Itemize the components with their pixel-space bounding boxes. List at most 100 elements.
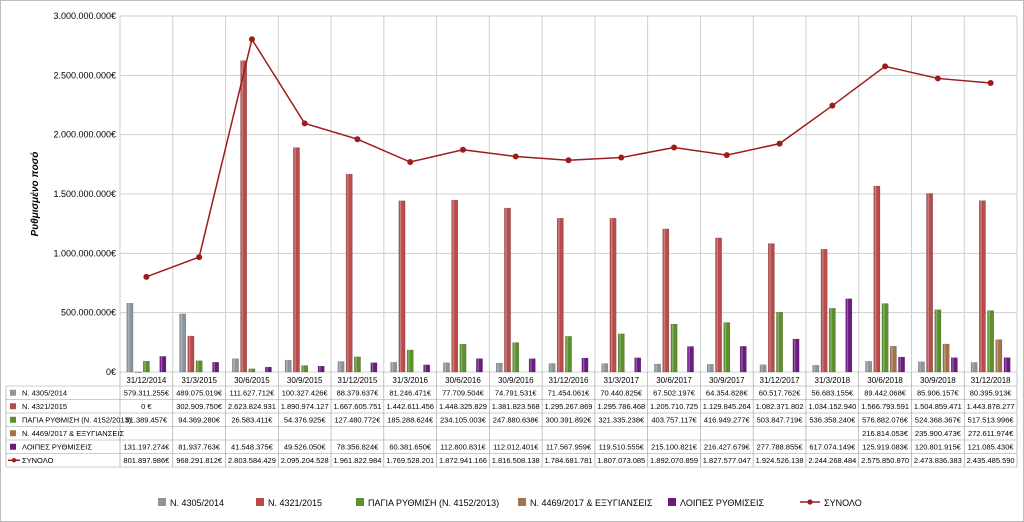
y-tick-label: 0€ [106, 367, 116, 377]
legend-label: Ν. 4305/2014 [170, 498, 224, 508]
bar-highlight [160, 356, 163, 372]
bar [443, 362, 450, 373]
table-cell: 234.105.003€ [440, 416, 487, 425]
table-cell: 78.356.824€ [337, 443, 380, 452]
bar [828, 308, 836, 373]
x-tick-label: 31/12/2017 [760, 376, 801, 385]
total-point [723, 152, 730, 159]
bar [451, 199, 459, 373]
legend: Ν. 4305/2014 Ν. 4321/2015 ΠΑΓΙΑ ΡΥΘΜΙΣΗ (Ν… [158, 498, 862, 508]
table-cell: 77.709.504€ [442, 389, 485, 398]
bar [950, 357, 958, 373]
table-cell: 247.880.638€ [493, 416, 540, 425]
table-cell: 71.454.061€ [548, 389, 591, 398]
bar [934, 309, 942, 373]
bars [126, 60, 1011, 373]
bar [370, 362, 378, 373]
bar [812, 365, 820, 373]
table-cell: 300.391.892€ [546, 416, 593, 425]
bar-highlight [319, 366, 321, 372]
bar-highlight [663, 228, 666, 372]
bar [459, 344, 467, 373]
table-row-label: ΛΟΙΠΕΣ ΡΥΘΜΙΣΕΙΣ [22, 443, 92, 452]
table-cell: 801.897.986€ [123, 456, 170, 465]
bar-highlight [891, 346, 893, 372]
bar-highlight [741, 346, 743, 372]
legend-swatch [256, 498, 264, 506]
bar [495, 362, 503, 373]
bar-highlight [822, 249, 824, 372]
bar [918, 361, 925, 373]
x-tick-label: 30/6/2016 [445, 376, 481, 385]
table-cell: 1.205.710.725 [650, 402, 698, 411]
bar [662, 228, 670, 373]
bar-series-5 [159, 298, 1011, 373]
table-cell: 131.197.274€ [123, 443, 170, 452]
table-cell: 1.381.823.568 [492, 402, 540, 411]
table-cell: 536.358.240€ [809, 416, 856, 425]
bar [134, 371, 142, 373]
bar-series-3 [143, 303, 994, 373]
table-cell: 1.872.941.166 [439, 456, 487, 465]
bar [512, 342, 520, 373]
bar-highlight [944, 344, 946, 372]
table-cell: 1.034.152.940 [808, 402, 856, 411]
total-point [248, 36, 255, 43]
x-tick-label: 30/9/2015 [287, 376, 323, 385]
bar-highlight [952, 357, 954, 372]
table-cell: 1.129.845.264 [703, 402, 751, 411]
bar-highlight [550, 363, 552, 372]
x-tick-label: 31/12/2015 [337, 376, 378, 385]
bar [528, 358, 536, 373]
bar-highlight [249, 368, 252, 372]
table-row-label: ΣΥΝΟΛΟ [22, 456, 54, 465]
table-cell: 1.890.974.127 [281, 402, 329, 411]
table-key-swatch [10, 430, 16, 437]
bar-highlight [347, 174, 349, 372]
bar-highlight [513, 342, 516, 372]
bar-highlight [972, 362, 974, 372]
table-cell: 81.246.471€ [389, 389, 432, 398]
table-cell: 968.291.812€ [176, 456, 223, 465]
bar [354, 356, 361, 373]
bar [715, 237, 722, 373]
bar [317, 365, 325, 373]
bar [159, 356, 167, 373]
bar [881, 303, 889, 373]
table-cell: 2.473.836.383 [914, 456, 962, 465]
table-cell: 2.435.485.590 [967, 456, 1015, 465]
legend-swatch [158, 498, 166, 506]
bar [979, 200, 986, 373]
total-point [459, 146, 466, 153]
y-tick-label: 1.000.000.000€ [53, 248, 116, 258]
bar-highlight [197, 360, 199, 372]
x-tick-label: 30/6/2018 [867, 376, 903, 385]
table-cell: 67.502.197€ [653, 389, 696, 398]
bar [687, 346, 694, 373]
table-key-swatch [10, 416, 16, 423]
bar [556, 218, 564, 373]
bar [293, 147, 300, 373]
x-tick-label: 31/12/2018 [971, 376, 1012, 385]
table-cell: 2.095.204.528 [281, 456, 329, 465]
table-cell: 1.892.070.859 [650, 456, 698, 465]
legend-label: ΣΥΝΟΛΟ [824, 498, 862, 508]
bar [423, 364, 430, 373]
total-point [671, 144, 678, 151]
bar-highlight [477, 358, 479, 372]
table-cell: 617.074.149€ [809, 443, 856, 452]
x-tick-label: 30/6/2015 [234, 376, 270, 385]
y-tick-label: 2.000.000.000€ [53, 130, 116, 140]
bar-highlight [408, 350, 410, 372]
table-cell: 41.548.375€ [231, 443, 274, 452]
table-cell: 119.510.555€ [599, 443, 645, 452]
bar-highlight [672, 324, 674, 372]
bar-highlight [338, 361, 341, 372]
legend-label: Ν. 4321/2015 [268, 498, 322, 508]
bar-series-4 [889, 339, 1003, 373]
table-cell: 1.667.605.751 [333, 402, 381, 411]
x-tick-label: 30/6/2017 [656, 376, 692, 385]
total-point [618, 154, 625, 161]
table-cell: 125.919.083€ [862, 443, 909, 452]
legend-swatch [668, 498, 676, 506]
